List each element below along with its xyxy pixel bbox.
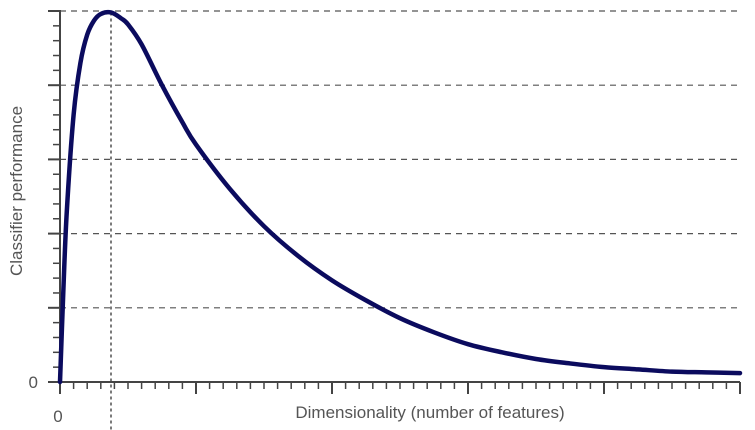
y-axis-ticks (48, 10, 60, 383)
performance-curve (57, 9, 743, 385)
y-axis-label: Classifier performance (7, 106, 26, 276)
grid-lines (60, 10, 740, 309)
x-axis-ticks (59, 382, 741, 394)
y-tick-label-0: 0 (29, 373, 38, 392)
x-tick-label-0: 0 (53, 407, 62, 426)
x-axis-label: Dimensionality (number of features) (295, 403, 564, 422)
